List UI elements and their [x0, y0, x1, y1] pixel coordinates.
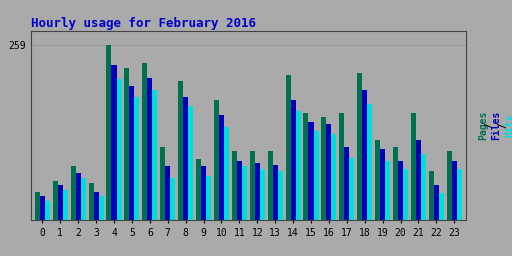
Bar [178, 81, 183, 220]
Bar [344, 147, 349, 220]
Text: /: / [485, 117, 495, 134]
Bar [117, 79, 121, 220]
Bar [268, 151, 273, 220]
Bar [327, 124, 331, 220]
Bar [242, 166, 247, 220]
Bar [237, 161, 242, 220]
Bar [188, 106, 193, 220]
Bar [170, 178, 175, 220]
Bar [40, 197, 45, 220]
Bar [232, 151, 237, 220]
Bar [94, 192, 99, 220]
Bar [286, 75, 291, 220]
Bar [99, 197, 103, 220]
Bar [224, 127, 229, 220]
Bar [112, 65, 117, 220]
Bar [439, 193, 444, 220]
Bar [147, 78, 153, 220]
Bar [45, 201, 50, 220]
Bar [393, 147, 398, 220]
Bar [331, 134, 336, 220]
Bar [206, 176, 211, 220]
Bar [260, 169, 265, 220]
Bar [255, 163, 260, 220]
Bar [416, 140, 421, 220]
Bar [322, 117, 327, 220]
Bar [165, 166, 170, 220]
Bar [214, 100, 219, 220]
Bar [295, 111, 301, 220]
Bar [447, 151, 452, 220]
Bar [81, 178, 86, 220]
Bar [89, 183, 94, 220]
Text: Hourly usage for February 2016: Hourly usage for February 2016 [31, 17, 255, 29]
Bar [273, 165, 278, 220]
Bar [291, 100, 295, 220]
Bar [160, 147, 165, 220]
Bar [58, 185, 63, 220]
Bar [375, 140, 380, 220]
Text: Files: Files [492, 111, 501, 140]
Text: /: / [498, 117, 508, 134]
Bar [362, 90, 367, 220]
Bar [71, 166, 76, 220]
Bar [63, 190, 68, 220]
Bar [421, 154, 426, 220]
Bar [196, 159, 201, 220]
Bar [339, 113, 344, 220]
Bar [367, 104, 372, 220]
Bar [219, 115, 224, 220]
Bar [313, 131, 318, 220]
Bar [153, 90, 157, 220]
Bar [135, 97, 139, 220]
Text: Pages: Pages [478, 111, 488, 140]
Bar [304, 113, 309, 220]
Text: Hits: Hits [504, 114, 512, 137]
Bar [130, 86, 135, 220]
Bar [457, 169, 462, 220]
Bar [142, 63, 147, 220]
Bar [278, 171, 283, 220]
Bar [452, 161, 457, 220]
Bar [380, 149, 385, 220]
Bar [106, 45, 112, 220]
Bar [349, 158, 354, 220]
Bar [76, 173, 81, 220]
Bar [434, 185, 439, 220]
Bar [429, 172, 434, 220]
Bar [124, 68, 130, 220]
Bar [403, 169, 408, 220]
Bar [309, 122, 313, 220]
Bar [250, 151, 255, 220]
Bar [35, 192, 40, 220]
Bar [53, 181, 58, 220]
Bar [385, 161, 390, 220]
Bar [357, 73, 362, 220]
Bar [201, 166, 206, 220]
Bar [411, 113, 416, 220]
Bar [183, 97, 188, 220]
Bar [398, 161, 403, 220]
